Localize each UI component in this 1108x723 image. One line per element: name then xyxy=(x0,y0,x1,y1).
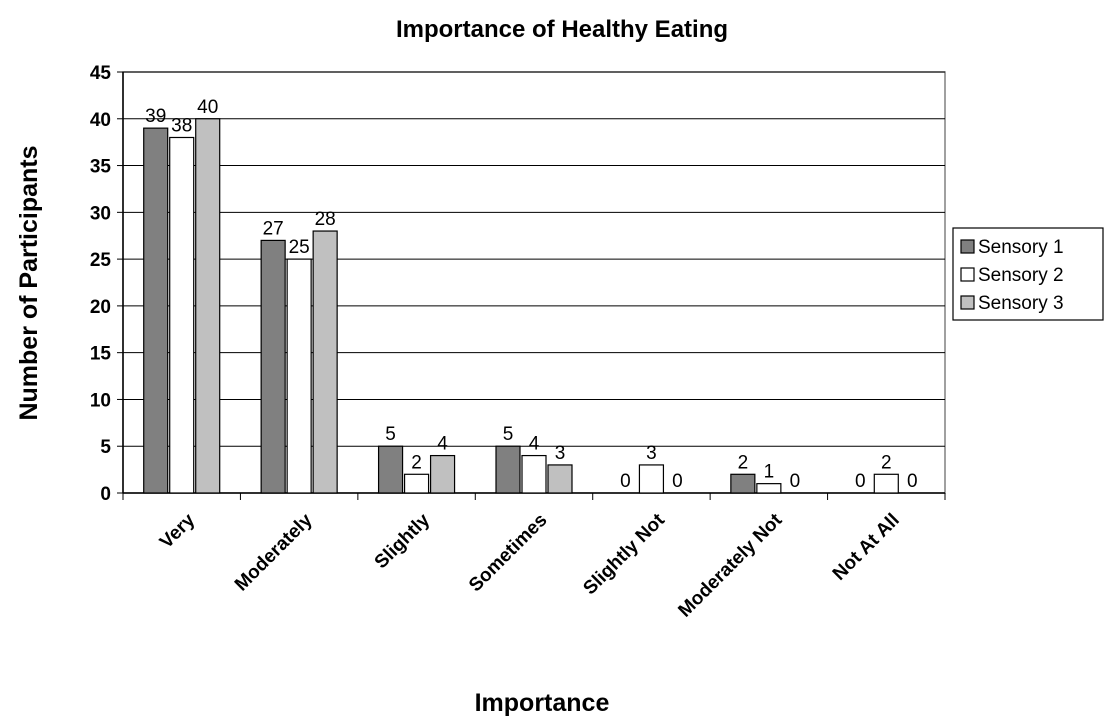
y-tick-label: 40 xyxy=(90,110,111,131)
data-label: 1 xyxy=(764,462,775,483)
data-label: 0 xyxy=(855,471,866,492)
x-tick-label: Slightly xyxy=(371,509,435,573)
y-tick-label: 5 xyxy=(100,437,111,458)
y-tick-label: 45 xyxy=(90,63,112,84)
chart-title: Importance of Healthy Eating xyxy=(396,16,728,43)
data-label: 3 xyxy=(646,443,657,464)
x-tick-label: Moderately Not xyxy=(674,509,786,621)
bar-sensory-2-slightly-not xyxy=(638,464,665,494)
y-tick-label: 15 xyxy=(90,344,112,365)
legend-box xyxy=(952,227,1104,321)
bar-sensory-3-moderately xyxy=(312,230,338,494)
legend: Sensory 1 Sensory 2 Sensory 3 xyxy=(952,227,1104,321)
y-tick-label: 30 xyxy=(90,203,111,224)
legend-entry: Sensory 3 xyxy=(978,293,1064,314)
bar-sensory-1-sometimes xyxy=(495,445,521,494)
data-label: 27 xyxy=(263,218,284,239)
data-label: 39 xyxy=(145,106,166,127)
y-tick-label: 25 xyxy=(90,250,112,271)
legend-entry: Sensory 1 xyxy=(978,237,1064,258)
legend-entry: Sensory 2 xyxy=(978,265,1064,286)
data-label: 40 xyxy=(197,97,218,118)
bar-sensory-1-moderately xyxy=(260,239,286,494)
x-tick-label: Moderately xyxy=(231,509,317,595)
data-label: 0 xyxy=(790,471,801,492)
data-label: 28 xyxy=(315,209,336,230)
x-tick-label: Not At All xyxy=(829,510,904,585)
data-label: 2 xyxy=(411,452,422,473)
bar-sensory-1-very xyxy=(143,127,169,494)
legend-swatch xyxy=(960,295,975,310)
data-label: 5 xyxy=(503,424,514,445)
data-label: 3 xyxy=(555,443,566,464)
data-label: 0 xyxy=(672,471,683,492)
data-label: 5 xyxy=(385,424,396,445)
y-tick-label: 0 xyxy=(100,484,111,505)
x-tick-label: Very xyxy=(156,509,200,553)
bar-sensory-2-moderately-not xyxy=(756,483,782,494)
data-label: 0 xyxy=(907,471,918,492)
data-label: 4 xyxy=(529,434,540,455)
data-label: 0 xyxy=(620,471,631,492)
plot-frame xyxy=(122,71,946,494)
x-axis-title: Importance xyxy=(475,689,610,717)
data-label: 25 xyxy=(289,237,310,258)
bar-sensory-3-sometimes xyxy=(547,464,573,494)
x-tick-label: Slightly Not xyxy=(579,509,669,599)
y-tick-label: 10 xyxy=(90,390,111,411)
data-label: 2 xyxy=(738,452,749,473)
data-label: 4 xyxy=(437,434,448,455)
bar-sensory-2-slightly xyxy=(403,473,430,494)
data-label: 2 xyxy=(881,452,892,473)
bar-sensory-2-moderately xyxy=(286,258,312,494)
bar-sensory-3-slightly xyxy=(429,454,456,494)
x-tick-label: Sometimes xyxy=(465,510,552,597)
data-label: 38 xyxy=(171,115,192,136)
bar-sensory-2-very xyxy=(169,136,195,494)
bar-sensory-2-sometimes xyxy=(521,454,547,494)
legend-swatch xyxy=(960,267,975,282)
y-tick-label: 35 xyxy=(90,157,112,178)
bar-sensory-1-moderately-not xyxy=(730,473,756,494)
bar-sensory-1-slightly xyxy=(377,445,404,494)
legend-swatch xyxy=(960,239,975,254)
bar-sensory-3-very xyxy=(195,118,221,494)
y-axis-title: Number of Participants xyxy=(15,145,43,420)
bar-sensory-2-not-at-all xyxy=(873,473,899,494)
y-tick-label: 20 xyxy=(90,297,111,318)
